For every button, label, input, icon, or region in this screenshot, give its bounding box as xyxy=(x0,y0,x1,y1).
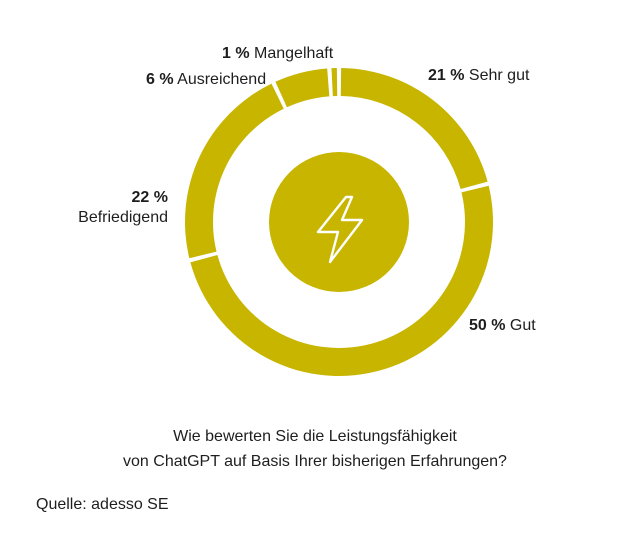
label-mangelhaft: 1 % Mangelhaft xyxy=(222,44,333,64)
label-ausreichend: 6 % Ausreichend xyxy=(146,70,266,90)
category-label-sehr-gut: Sehr gut xyxy=(468,67,530,84)
slice-befriedigend xyxy=(185,83,284,259)
center-circle xyxy=(269,152,409,292)
category-label-mangelhaft: Mangelhaft xyxy=(254,45,334,62)
value-label-befriedigend: 22 % xyxy=(131,189,168,206)
donut-slices xyxy=(185,68,493,376)
slice-ausreichend xyxy=(275,68,330,108)
value-label-gut: 50 % xyxy=(469,317,506,334)
category-label-befriedigend: Befriedigend xyxy=(78,209,168,226)
label-gut: 50 % Gut xyxy=(469,316,536,336)
label-befriedigend: 22 % Befriedigend xyxy=(70,188,168,228)
category-label-gut: Gut xyxy=(509,317,536,334)
lightning-bolt-icon xyxy=(316,195,364,264)
source-note: Quelle: adesso SE xyxy=(36,496,169,513)
question-line-2: von ChatGPT auf Basis Ihrer bisherigen E… xyxy=(123,453,507,470)
chart-question: Wie bewerten Sie die Leistungsfähigkeit … xyxy=(0,424,630,474)
value-label-mangelhaft: 1 % xyxy=(222,45,250,62)
slice-mangelhaft xyxy=(331,68,338,97)
label-sehr-gut: 21 % Sehr gut xyxy=(428,66,529,86)
category-label-ausreichend: Ausreichend xyxy=(177,71,267,88)
value-label-sehr-gut: 21 % xyxy=(428,67,465,84)
slice-sehr-gut xyxy=(340,68,488,189)
question-line-1: Wie bewerten Sie die Leistungsfähigkeit xyxy=(173,428,457,445)
slice-gut xyxy=(190,185,493,376)
donut-chart xyxy=(185,68,493,376)
value-label-ausreichend: 6 % xyxy=(146,71,174,88)
